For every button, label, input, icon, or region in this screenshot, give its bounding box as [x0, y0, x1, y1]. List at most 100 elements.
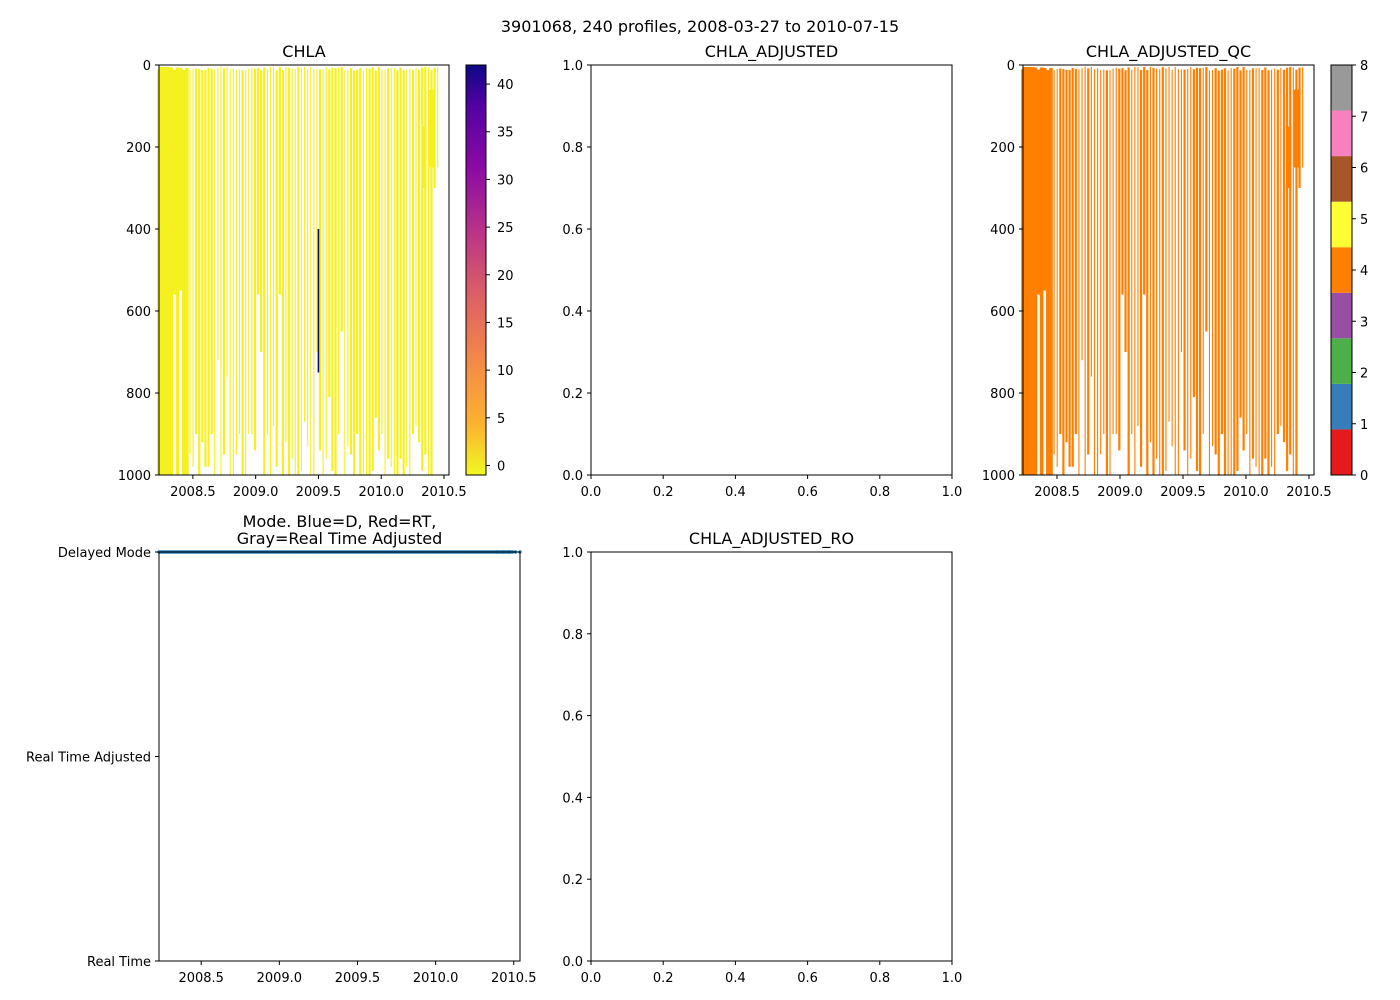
chla-profile [384, 69, 386, 475]
mode-ytick-label: Real Time Adjusted [26, 751, 151, 766]
chla_adjusted_qc-xtick-label: 2010.5 [1286, 485, 1332, 500]
chla_adjusted_qc-profile [1174, 66, 1176, 476]
mode-xtick-label: 2009.5 [335, 971, 381, 986]
chla_adjusted-xtick-label: 0.0 [581, 485, 602, 500]
chla_adjusted_qc-profile [1146, 70, 1149, 475]
chla_adjusted_qc-ytick-label: 800 [990, 387, 1015, 402]
chla-profile [214, 69, 216, 475]
chla_adjusted_qc-xtick-label: 2009.5 [1160, 485, 1206, 500]
chla-profile [235, 69, 237, 455]
qc-colorbar-tick-label: 7 [1360, 110, 1368, 125]
chla-anomaly-segment [317, 229, 320, 373]
chla_adjusted_qc-profile [1302, 67, 1304, 168]
chla-profile [251, 67, 253, 435]
chla_adjusted_qc-profile [1097, 68, 1099, 476]
qc-colorbar-class-1 [1331, 383, 1352, 430]
chla_adjusted_qc-profile [1118, 68, 1121, 451]
chart-chla-adjusted-ro: CHLA_ADJUSTED_RO 0.0 0.2 0.4 0.6 0.8 1.0 0.0 0.2… [562, 529, 962, 986]
chla_adjusted_ro-xtick-label: 0.8 [869, 971, 890, 986]
chla-profile [381, 69, 383, 434]
chla-profile [172, 69, 177, 295]
chla-xtick-label: 2010.5 [421, 485, 467, 500]
mode-xtick-label: 2009.0 [257, 971, 303, 986]
chla-profile [428, 89, 434, 168]
chla-profile [300, 68, 302, 471]
chla_adjusted_qc-profile [1205, 67, 1208, 332]
chla_adjusted_qc-profile [1282, 69, 1286, 443]
chla_adjusted_qc-profile [1100, 69, 1102, 455]
chla-profile [253, 68, 257, 451]
chla-profile [185, 68, 189, 476]
chla_adjusted_qc-profile [1134, 66, 1136, 475]
chla-profile [362, 70, 364, 476]
chla_adjusted-ytick-label: 0.4 [562, 305, 583, 320]
chla-ytick-label: 1000 [118, 469, 151, 484]
chla-colorbar-tick-label: 20 [497, 269, 514, 284]
chla-profile [387, 68, 390, 459]
chla_adjusted-xtick-label: 0.6 [797, 485, 818, 500]
chla-profile [402, 70, 405, 475]
chla_adjusted_ro-xtick-label: 1.0 [942, 971, 963, 986]
chla-profile [287, 67, 291, 475]
chla-profile [189, 70, 191, 455]
chla-profile [430, 69, 433, 475]
chla-colorbar-tick-label: 5 [497, 412, 505, 427]
chla-profile [437, 67, 439, 168]
chla-profile [371, 67, 374, 471]
chla_adjusted_qc-profile [1149, 66, 1151, 443]
chla_adjusted-ytick-label: 0.8 [562, 141, 583, 156]
chla-colorbar-tick-label: 15 [497, 316, 514, 331]
chla-profile [406, 69, 408, 467]
chla_adjusted-xtick-label: 0.4 [725, 485, 746, 500]
chla-profile [175, 67, 180, 475]
chla-profile [352, 70, 356, 475]
chla-profile [377, 66, 380, 451]
chla_adjusted_qc-profile [1217, 70, 1220, 475]
chla_adjusted_qc-profile [1233, 68, 1236, 475]
chla_adjusted_qc-profile [1267, 70, 1270, 475]
chla-profile [340, 67, 343, 332]
chla-profile [169, 67, 174, 475]
chla_adjusted_qc-profile [1033, 67, 1038, 475]
chla-profile [294, 69, 296, 475]
chla-colorbar-tick-label: 35 [497, 126, 514, 141]
chla_adjusted_qc-profile [1289, 66, 1292, 455]
chla_adjusted_qc-profile [1039, 67, 1044, 475]
chla-profile [207, 67, 210, 467]
chla_adjusted_qc-profile [1030, 67, 1035, 475]
chla_adjusted_qc-profile [1195, 67, 1199, 471]
chla-profile [291, 68, 293, 459]
chla_adjusted_qc-xtick-label: 2008.5 [1034, 485, 1080, 500]
chla-profile [160, 70, 164, 476]
chla-profile [325, 66, 327, 459]
chla_adjusted_qc-profile [1121, 68, 1124, 295]
chla-profile [204, 69, 207, 467]
chla-ytick-label: 0 [143, 59, 151, 74]
chla_adjusted_qc-profile [1192, 69, 1196, 398]
chla_adjusted_qc-profile [1143, 66, 1146, 295]
chla_adjusted_qc-profile [1093, 69, 1096, 476]
chla_adjusted_ro-ytick-label: 0.8 [562, 628, 583, 643]
chla_adjusted_qc-profile [1214, 68, 1217, 455]
chla_adjusted_qc-profile [1180, 69, 1183, 353]
chla-profile [178, 67, 183, 291]
chla-profile [338, 67, 340, 435]
mode-ytick-label: Delayed Mode [58, 546, 151, 561]
chla-ytick-label: 800 [126, 387, 151, 402]
chla-profile [307, 69, 309, 447]
chla_adjusted_qc-profile [1068, 69, 1071, 467]
chla_adjusted_ro-xtick-label: 0.4 [725, 971, 746, 986]
chla-profile [365, 68, 368, 475]
chla-colorbar-tick-label: 0 [497, 459, 505, 474]
chla_adjusted_qc-profile [1087, 68, 1090, 455]
mode-xtick-label: 2010.5 [491, 971, 537, 986]
chla_adjusted_qc-title: CHLA_ADJUSTED_QC [1086, 42, 1251, 62]
chla_adjusted_qc-profile [1036, 69, 1041, 295]
chla_adjusted_qc-ytick-label: 0 [1007, 59, 1015, 74]
chla-profile [328, 69, 331, 398]
chla-profile [245, 69, 247, 475]
chla_adjusted-ytick-label: 1.0 [562, 59, 583, 74]
chla_adjusted_ro-axes-frame [590, 551, 953, 962]
chla-profile [368, 68, 371, 475]
chla-ytick-label: 200 [126, 141, 151, 156]
